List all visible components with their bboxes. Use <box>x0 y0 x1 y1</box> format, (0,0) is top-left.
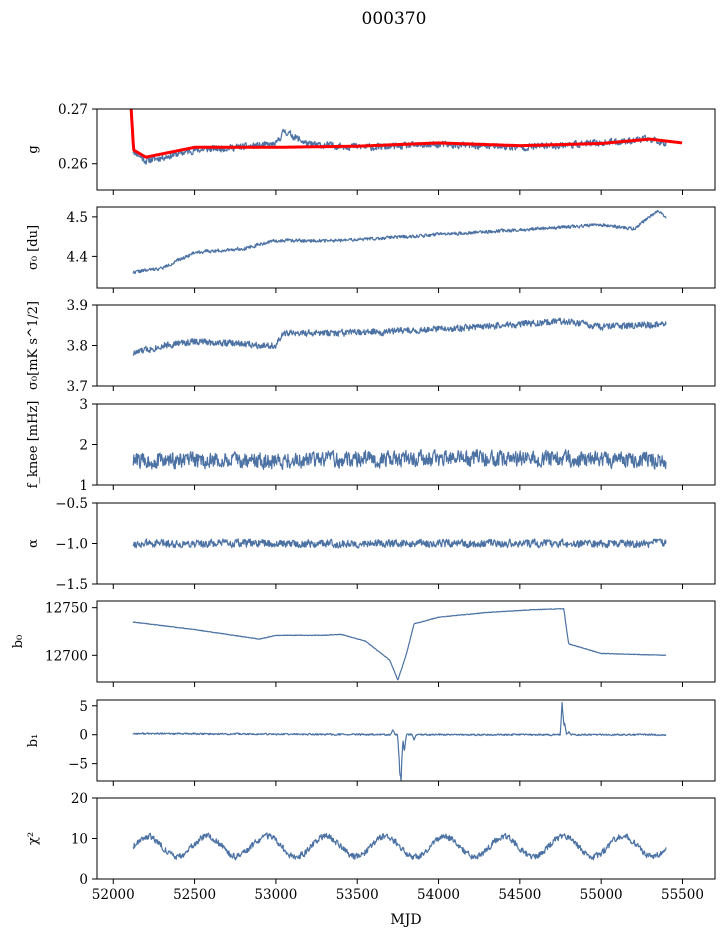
y-tick-label-fknee-0: 1 <box>79 478 88 494</box>
series-chi2-line <box>132 832 667 861</box>
series-alpha-line <box>132 538 667 549</box>
x-tick-label-0: 52000 <box>92 887 135 903</box>
series-sigma0K-line <box>132 317 667 356</box>
axes-frame-g <box>96 108 716 191</box>
series-fit-line <box>129 109 683 159</box>
y-axis-label-fknee: f_knee [mHz] <box>26 401 41 489</box>
y-tick-label-alpha-2: −0.5 <box>55 496 88 512</box>
y-axis-label-g: g <box>26 145 41 153</box>
axes-frame-sigma0-mks <box>96 304 716 387</box>
x-tick-label-3: 53500 <box>336 887 379 903</box>
y-tick-label-fknee-1: 2 <box>79 438 88 454</box>
series-b1-line <box>132 701 667 781</box>
panel-g: 0.26 0.27 g <box>26 102 716 195</box>
y-tick-label-chi2-2: 20 <box>71 791 88 807</box>
x-tick-label-4: 54000 <box>417 887 460 903</box>
y-tick-label-g-1: 0.27 <box>58 102 88 118</box>
y-tick-label-g-0: 0.26 <box>58 157 88 173</box>
x-axis-label: MJD <box>390 912 421 928</box>
panel-b1: −5 0 5 b₁ <box>26 699 716 786</box>
y-axis-label-sigma0-du: σ₀ [du] <box>26 225 41 270</box>
y-tick-label-b1-2: 5 <box>79 699 88 715</box>
x-tick-label-1: 52500 <box>173 887 216 903</box>
y-axis-label-chi2: χ² <box>26 832 41 845</box>
y-tick-label-chi2-0: 0 <box>79 872 88 888</box>
y-tick-label-b1-0: −5 <box>68 757 88 773</box>
y-tick-label-sigma0-du-1: 4.5 <box>67 210 88 226</box>
y-axis-label-alpha: α <box>26 539 41 548</box>
panel-sigma0-mks: 3.7 3.8 3.9 σ₀[mK s^1/2] <box>26 298 716 395</box>
x-tick-label-6: 55000 <box>580 887 623 903</box>
y-tick-label-b0-1: 12750 <box>45 601 88 617</box>
y-axis-label-sigma0-mks: σ₀[mK s^1/2] <box>26 301 41 390</box>
axes-frame-b0 <box>96 600 716 683</box>
panel-chi2: 0 10 20 52000 52500 53000 53500 54000 54500 55000… <box>26 791 716 903</box>
series-sigma0-line <box>132 209 667 275</box>
y-tick-label-chi2-1: 10 <box>71 832 88 848</box>
x-tick-label-7: 55500 <box>661 887 704 903</box>
panel-b0: 12700 12750 b₀ <box>11 600 716 687</box>
axes-frame-sigma0-du <box>96 206 716 289</box>
x-tick-label-5: 54500 <box>498 887 541 903</box>
axes-frame-fknee <box>96 403 716 486</box>
panel-alpha: −1.5 −1.0 −0.5 α <box>26 496 716 593</box>
y-tick-label-sigma0-mks-1: 3.8 <box>67 339 88 355</box>
y-tick-label-sigma0-mks-2: 3.9 <box>67 298 88 314</box>
x-tick-label-2: 53000 <box>254 887 297 903</box>
panel-sigma0-du: 4.4 4.5 σ₀ [du] <box>26 206 716 293</box>
y-tick-label-alpha-0: −1.5 <box>55 577 88 593</box>
y-tick-label-b0-0: 12700 <box>45 648 88 664</box>
y-tick-label-sigma0-du-0: 4.4 <box>67 249 88 265</box>
axes-frame-b1 <box>96 699 716 782</box>
y-tick-label-alpha-1: −1.0 <box>55 537 88 553</box>
panels: 0.26 0.27 g 4.4 4.5 σ₀ [du] 3.7 3.8 3.9 σ₀[mK s^1… <box>11 102 716 903</box>
series-fknee-line <box>132 449 667 471</box>
panel-fknee: 1 2 3 f_knee [mHz] <box>26 397 716 494</box>
series-b0-line <box>132 607 667 681</box>
figure-title: 000370 <box>362 9 427 29</box>
y-tick-label-fknee-2: 3 <box>79 397 88 413</box>
y-axis-label-b0: b₀ <box>11 635 26 649</box>
y-axis-label-b1: b₁ <box>26 734 41 748</box>
y-tick-label-b1-1: 0 <box>79 728 88 744</box>
y-tick-label-sigma0-mks-0: 3.7 <box>67 379 88 395</box>
